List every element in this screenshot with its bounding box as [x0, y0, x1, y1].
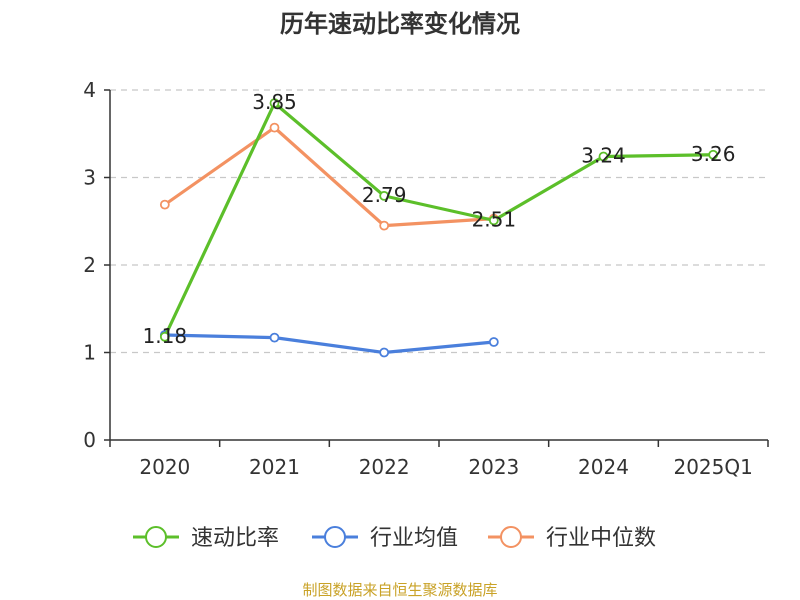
data-labels: 1.18 3.85 2.79 2.51 3.24 3.26 — [143, 90, 736, 348]
data-label: 3.24 — [581, 144, 626, 168]
data-label: 2.79 — [362, 183, 407, 207]
x-tick-label: 2024 — [578, 455, 629, 479]
legend-label: 行业均值 — [370, 526, 458, 551]
data-point — [379, 347, 390, 358]
y-tick-label: 1 — [83, 341, 96, 365]
series-line — [163, 126, 494, 228]
series-line — [163, 101, 714, 338]
data-label: 3.85 — [252, 90, 297, 114]
data-point — [159, 199, 170, 210]
legend-marker — [324, 526, 346, 548]
x-tick-label: 2025Q1 — [673, 455, 752, 479]
series-group — [159, 98, 719, 358]
x-tick-label: 2023 — [468, 455, 519, 479]
source-note: 制图数据来自恒生聚源数据库 — [302, 581, 497, 599]
legend-label: 速动比率 — [191, 526, 279, 551]
data-point — [598, 151, 609, 162]
data-point — [708, 149, 719, 160]
x-tick-label: 2022 — [359, 455, 410, 479]
data-label: 1.18 — [143, 324, 188, 348]
data-point — [159, 331, 170, 342]
x-tick-label: 2020 — [139, 455, 190, 479]
y-tick-label: 0 — [83, 428, 96, 452]
data-point — [379, 220, 390, 231]
y-tick-label: 2 — [83, 253, 96, 277]
axes: 0 1 2 3 4 2020 2021 2022 2023 2024 2025Q1 — [83, 78, 769, 479]
legend-marker — [145, 526, 167, 548]
legend: 速动比率 行业均值 行业中位数 — [133, 526, 656, 551]
series-line — [164, 333, 494, 355]
legend-label: 行业中位数 — [546, 526, 656, 551]
data-point — [488, 337, 499, 347]
chart-title: 历年速动比率变化情况 — [280, 10, 520, 38]
y-tick-label: 3 — [83, 166, 96, 190]
legend-marker — [500, 526, 522, 548]
data-point — [269, 332, 280, 343]
x-tick-label: 2021 — [249, 455, 300, 479]
data-point — [269, 122, 280, 133]
data-label: 3.26 — [691, 142, 736, 166]
data-point — [488, 215, 499, 226]
data-point — [379, 190, 390, 201]
data-point — [269, 98, 280, 109]
data-label: 2.51 — [472, 207, 517, 231]
y-tick-label: 4 — [83, 78, 96, 102]
